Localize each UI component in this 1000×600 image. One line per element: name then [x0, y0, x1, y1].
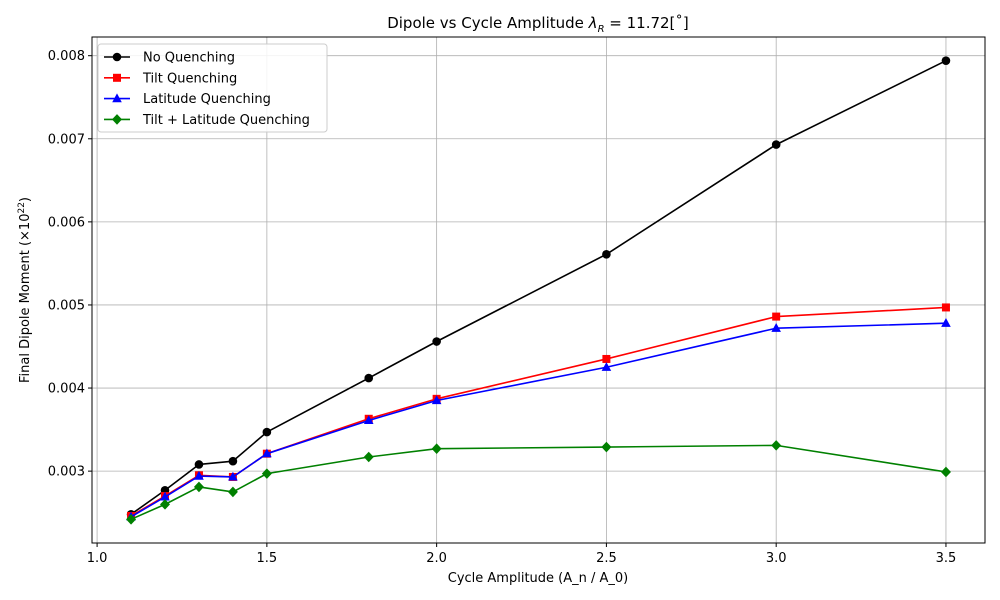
data-point — [601, 441, 612, 453]
data-point — [432, 337, 441, 346]
data-point — [228, 456, 238, 466]
y-axis-ticks: 0.003 0.004 0.005 0.006 0.007 0.008 — [48, 49, 92, 480]
data-point — [194, 470, 204, 480]
data-point — [941, 318, 951, 327]
data-point — [940, 466, 951, 478]
data-point — [228, 471, 238, 481]
x-tick-label: 3.0 — [766, 551, 787, 566]
series-line — [130, 322, 946, 518]
data-point — [602, 354, 611, 363]
data-point — [363, 451, 374, 463]
y-tick-label: 0.004 — [48, 382, 85, 397]
series-layer — [126, 56, 951, 525]
y-tick-label: 0.008 — [48, 49, 85, 64]
data-point — [160, 499, 171, 510]
legend-marker — [113, 73, 121, 82]
data-point — [262, 427, 272, 437]
x-tick-label: 2.5 — [596, 551, 617, 566]
x-axis-ticks: 1.0 1.5 2.0 2.5 3.0 3.5 — [87, 543, 957, 566]
x-tick-label: 2.0 — [426, 551, 447, 566]
legend-marker — [112, 93, 122, 103]
data-point — [941, 303, 950, 312]
legend-marker — [112, 114, 122, 125]
grid-lines — [92, 37, 985, 543]
data-point — [601, 362, 612, 371]
legend-entry: Tilt Quenching — [104, 71, 237, 86]
data-point — [160, 491, 170, 501]
legend-label: Tilt + Latitude Quenching — [142, 113, 310, 128]
chart-title: Dipole vs Cycle Amplitude λR = 11.72[˚] — [387, 14, 689, 35]
data-point — [193, 481, 204, 493]
data-point — [771, 323, 781, 332]
data-point — [772, 312, 781, 321]
legend-entry: Tilt + Latitude Quenching — [104, 113, 310, 128]
y-tick-label: 0.003 — [48, 465, 85, 480]
legend-entry: No Quenching — [104, 51, 235, 66]
data-point — [227, 486, 238, 498]
series-line — [130, 59, 947, 515]
y-axis-label: Final Dipole Moment (×1022) — [17, 197, 33, 383]
legend-box — [97, 43, 328, 133]
series-line — [130, 444, 947, 521]
data-point — [126, 514, 137, 525]
data-point — [941, 56, 951, 65]
data-point — [602, 249, 611, 259]
data-point — [363, 415, 374, 425]
data-point — [262, 448, 272, 458]
x-tick-label: 1.0 — [87, 551, 108, 566]
data-point — [431, 395, 442, 405]
data-point — [261, 468, 272, 479]
data-point — [194, 460, 204, 469]
data-point — [771, 140, 781, 149]
legend-marker — [112, 52, 122, 62]
x-axis-label: Cycle Amplitude (A_n / A_0) — [448, 571, 629, 586]
legend: No Quenching Tilt Quenching Latitude Quenc… — [97, 43, 328, 133]
legend-label: Tilt Quenching — [142, 71, 237, 86]
x-tick-label: 3.5 — [936, 551, 957, 566]
plot-frame — [91, 36, 986, 544]
x-tick-label: 1.5 — [257, 551, 278, 566]
series-4 — [126, 440, 951, 525]
data-point — [771, 440, 782, 451]
data-point — [364, 373, 374, 383]
data-point — [431, 443, 442, 454]
y-tick-label: 0.005 — [48, 298, 85, 313]
y-tick-label: 0.007 — [48, 132, 85, 147]
legend-label: Latitude Quenching — [143, 92, 271, 107]
legend-label: No Quenching — [143, 51, 235, 66]
y-tick-label: 0.006 — [48, 215, 85, 230]
legend-entry: Latitude Quenching — [104, 92, 271, 107]
